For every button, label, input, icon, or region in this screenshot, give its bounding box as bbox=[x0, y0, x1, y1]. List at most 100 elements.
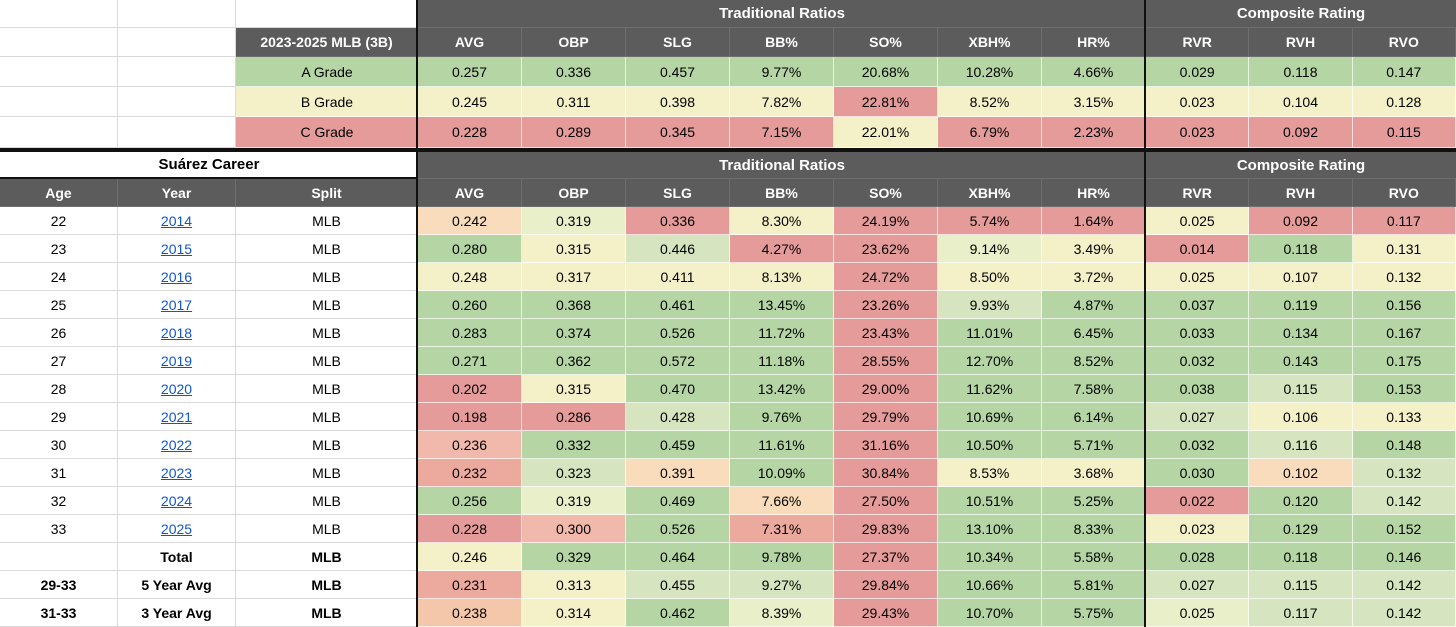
stat-cell: 31.16% bbox=[834, 431, 938, 459]
year-link[interactable]: 2014 bbox=[160, 212, 193, 229]
stat-cell: 0.457 bbox=[626, 57, 730, 87]
year-link[interactable]: 2015 bbox=[160, 240, 193, 257]
column-header: AVG bbox=[418, 179, 522, 207]
stat-cell: 29.84% bbox=[834, 571, 938, 599]
stat-cell: 0.336 bbox=[522, 57, 626, 87]
year-link[interactable]: 2020 bbox=[160, 380, 193, 397]
stat-cell: 0.461 bbox=[626, 291, 730, 319]
split-cell: MLB bbox=[236, 207, 418, 235]
year-cell: 2015 bbox=[118, 235, 236, 263]
stat-cell: 24.19% bbox=[834, 207, 938, 235]
split-cell: MLB bbox=[236, 319, 418, 347]
stat-cell: 0.028 bbox=[1146, 543, 1250, 571]
year-link[interactable]: 2024 bbox=[160, 492, 193, 509]
year-link[interactable]: 2018 bbox=[160, 324, 193, 341]
career-table: Suárez Career Traditional Ratios Composi… bbox=[0, 152, 1456, 627]
stat-cell: 0.228 bbox=[418, 515, 522, 543]
stat-cell: 0.025 bbox=[1146, 599, 1250, 627]
stat-cell: 11.72% bbox=[730, 319, 834, 347]
stat-cell: 23.43% bbox=[834, 319, 938, 347]
stat-cell: 8.30% bbox=[730, 207, 834, 235]
year-link[interactable]: 2016 bbox=[160, 268, 193, 285]
grade-label: C Grade bbox=[236, 117, 418, 148]
split-cell: MLB bbox=[236, 543, 418, 571]
stat-cell: 0.315 bbox=[522, 375, 626, 403]
stat-cell: 0.446 bbox=[626, 235, 730, 263]
column-header: Year bbox=[118, 179, 236, 207]
year-cell: 2017 bbox=[118, 291, 236, 319]
stat-cell: 4.66% bbox=[1042, 57, 1146, 87]
stat-cell: 11.62% bbox=[938, 375, 1042, 403]
stat-cell: 0.202 bbox=[418, 375, 522, 403]
stat-cell: 0.319 bbox=[522, 487, 626, 515]
stat-cell: 0.311 bbox=[522, 87, 626, 117]
stat-cell: 0.526 bbox=[626, 319, 730, 347]
age-cell: 30 bbox=[0, 431, 118, 459]
stat-cell: 0.260 bbox=[418, 291, 522, 319]
year-cell: Total bbox=[118, 543, 236, 571]
stat-cell: 6.14% bbox=[1042, 403, 1146, 431]
stat-cell: 10.69% bbox=[938, 403, 1042, 431]
stat-cell: 0.289 bbox=[522, 117, 626, 148]
stat-cell: 0.092 bbox=[1249, 117, 1353, 148]
year-cell: 5 Year Avg bbox=[118, 571, 236, 599]
year-link[interactable]: 2021 bbox=[160, 408, 193, 425]
empty-cell bbox=[236, 0, 418, 28]
stat-cell: 5.58% bbox=[1042, 543, 1146, 571]
age-cell: 31-33 bbox=[0, 599, 118, 627]
stat-cell: 0.362 bbox=[522, 347, 626, 375]
stat-cell: 0.156 bbox=[1352, 291, 1456, 319]
stat-cell: 0.286 bbox=[522, 403, 626, 431]
stat-cell: 0.428 bbox=[626, 403, 730, 431]
column-header: BB% bbox=[730, 28, 834, 57]
empty-cell bbox=[118, 57, 236, 87]
stat-cell: 8.53% bbox=[938, 459, 1042, 487]
stat-cell: 11.61% bbox=[730, 431, 834, 459]
stat-cell: 0.300 bbox=[522, 515, 626, 543]
stat-cell: 0.132 bbox=[1352, 263, 1456, 291]
stat-cell: 0.107 bbox=[1249, 263, 1353, 291]
column-header: XBH% bbox=[938, 28, 1042, 57]
stat-cell: 0.032 bbox=[1146, 347, 1250, 375]
age-cell: 28 bbox=[0, 375, 118, 403]
stat-cell: 8.33% bbox=[1042, 515, 1146, 543]
stat-cell: 4.87% bbox=[1042, 291, 1146, 319]
stat-cell: 0.231 bbox=[418, 571, 522, 599]
stat-cell: 0.030 bbox=[1146, 459, 1250, 487]
grade-summary-table: Traditional Ratios Composite Rating 2023… bbox=[0, 0, 1456, 148]
stat-cell: 0.014 bbox=[1146, 235, 1250, 263]
stat-cell: 2.23% bbox=[1042, 117, 1146, 148]
stat-cell: 0.329 bbox=[522, 543, 626, 571]
column-header: SO% bbox=[834, 179, 938, 207]
stat-cell: 27.50% bbox=[834, 487, 938, 515]
year-link[interactable]: 2023 bbox=[160, 464, 193, 481]
stat-cell: 29.83% bbox=[834, 515, 938, 543]
stat-cell: 0.398 bbox=[626, 87, 730, 117]
stat-cell: 0.142 bbox=[1352, 487, 1456, 515]
year-cell: 2024 bbox=[118, 487, 236, 515]
stat-cell: 0.256 bbox=[418, 487, 522, 515]
year-link[interactable]: 2022 bbox=[160, 436, 193, 453]
stat-cell: 0.117 bbox=[1249, 599, 1353, 627]
stat-cell: 0.143 bbox=[1249, 347, 1353, 375]
year-link[interactable]: 2017 bbox=[160, 296, 193, 313]
stat-cell: 0.153 bbox=[1352, 375, 1456, 403]
stat-cell: 0.283 bbox=[418, 319, 522, 347]
stat-cell: 0.029 bbox=[1146, 57, 1250, 87]
column-divider bbox=[1144, 0, 1146, 627]
year-cell: 2019 bbox=[118, 347, 236, 375]
year-link[interactable]: 2019 bbox=[160, 352, 193, 369]
stat-cell: 13.42% bbox=[730, 375, 834, 403]
stat-cell: 0.022 bbox=[1146, 487, 1250, 515]
year-cell: 2022 bbox=[118, 431, 236, 459]
stat-cell: 0.115 bbox=[1249, 375, 1353, 403]
year-link[interactable]: 2025 bbox=[160, 520, 193, 537]
column-header: HR% bbox=[1042, 179, 1146, 207]
column-header: RVO bbox=[1352, 28, 1456, 57]
stat-cell: 0.115 bbox=[1352, 117, 1456, 148]
age-cell: 27 bbox=[0, 347, 118, 375]
empty-cell bbox=[118, 87, 236, 117]
stat-cell: 0.119 bbox=[1249, 291, 1353, 319]
split-cell: MLB bbox=[236, 235, 418, 263]
empty-cell bbox=[118, 0, 236, 28]
